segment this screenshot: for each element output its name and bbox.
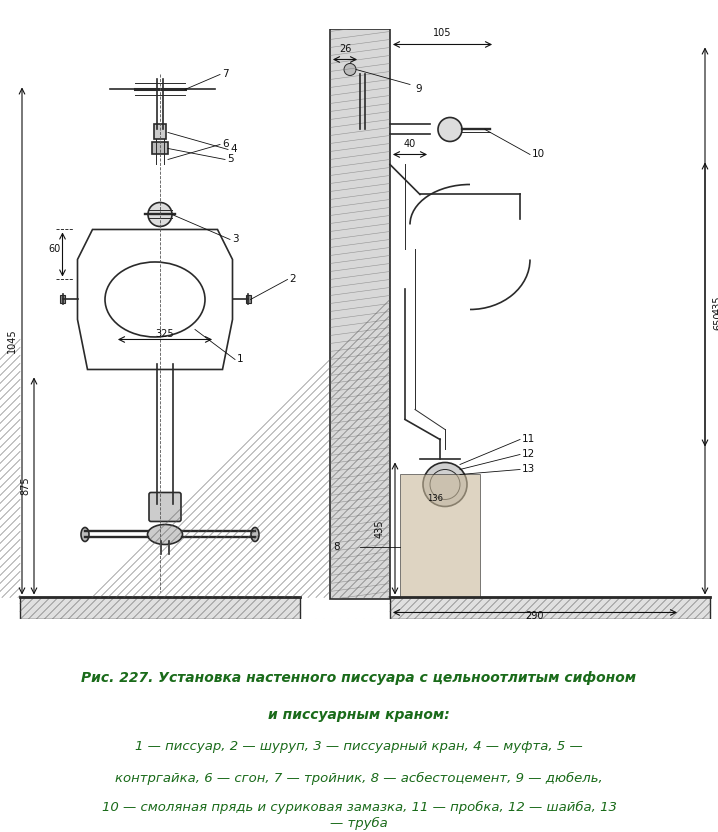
Text: 26: 26 [339,44,351,54]
Ellipse shape [251,527,259,542]
Text: 40: 40 [404,140,416,150]
Text: 650: 650 [713,312,718,330]
Text: 1045: 1045 [7,329,17,354]
Text: 875: 875 [20,477,30,495]
Bar [20,597,300,620]
Text: контргайка, 6 — сгон, 7 — тройник, 8 — асбестоцемент, 9 — дюбель,: контргайка, 6 — сгон, 7 — тройник, 8 — а… [115,771,603,785]
Bar [330,29,390,600]
Text: 136: 136 [427,494,443,503]
Text: 105: 105 [433,28,451,38]
FancyBboxPatch shape [149,493,181,522]
Ellipse shape [81,527,89,542]
Text: 11: 11 [522,434,535,444]
Bar [60,295,65,304]
Bar [400,474,480,597]
Text: 10: 10 [532,150,545,160]
Text: 12: 12 [522,449,535,459]
Text: и писсуарным краном:: и писсуарным краном: [268,707,450,721]
Text: 5: 5 [227,155,233,165]
Text: 1: 1 [237,354,243,364]
Text: 3: 3 [232,235,238,245]
Text: 1 — писсуар, 2 — шуруп, 3 — писсуарный кран, 4 — муфта, 5 —: 1 — писсуар, 2 — шуруп, 3 — писсуарный к… [135,740,583,754]
Text: — труба: — труба [330,817,388,830]
Circle shape [423,463,467,507]
Bar [152,142,168,155]
Text: 4: 4 [230,145,237,155]
Text: 10 — смоляная прядь и суриковая замазка, 11 — пробка, 12 — шайба, 13: 10 — смоляная прядь и суриковая замазка,… [101,801,617,814]
Text: 435: 435 [375,519,385,537]
Text: Рис. 227. Установка настенного писсуара с цельноотлитым сифоном: Рис. 227. Установка настенного писсуара … [81,671,637,685]
Text: 13: 13 [522,464,535,474]
Text: 7: 7 [222,70,228,80]
Text: 325: 325 [156,329,174,339]
Bar [390,597,710,620]
Circle shape [438,117,462,141]
Text: 2: 2 [289,275,296,285]
Text: 60: 60 [48,245,60,255]
Text: 9: 9 [415,85,421,95]
Bar [154,125,166,140]
Bar [246,295,251,304]
Text: 6: 6 [222,140,228,150]
Text: 290: 290 [526,612,544,622]
Circle shape [148,202,172,226]
Text: 8: 8 [333,542,340,552]
Circle shape [344,63,356,76]
Ellipse shape [147,524,182,544]
Text: 435: 435 [713,295,718,314]
